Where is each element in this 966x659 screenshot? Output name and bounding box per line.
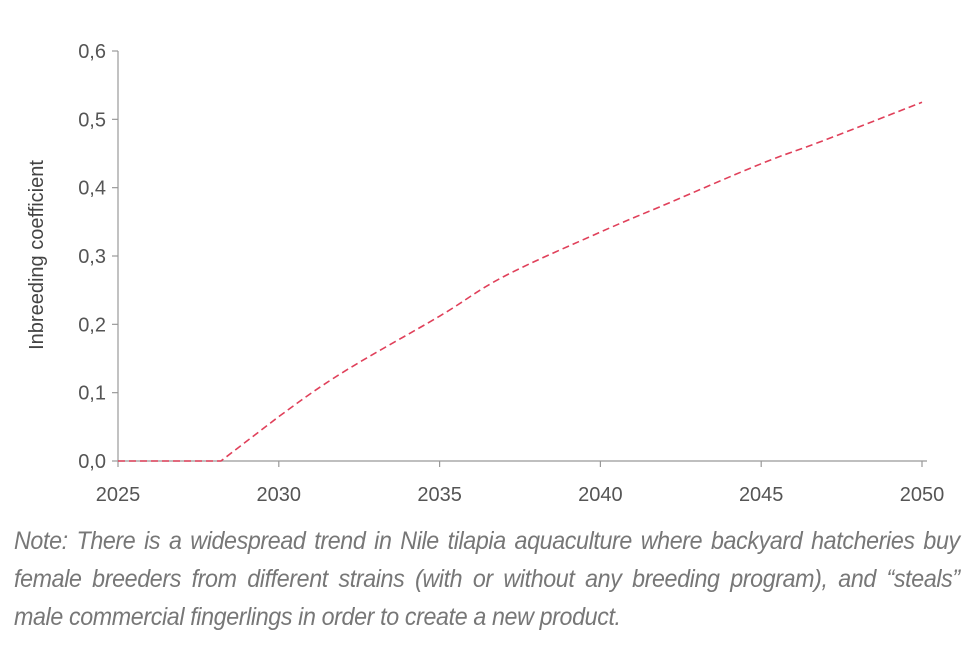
y-tick-label: 0,0 [78, 451, 106, 473]
x-tick-label: 2050 [900, 484, 945, 506]
y-tick-label: 0,3 [78, 246, 106, 268]
y-tick-label: 0,6 [78, 41, 106, 63]
x-tick-label: 2045 [739, 484, 784, 506]
y-tick-label: 0,2 [78, 314, 106, 336]
series-line [118, 101, 923, 462]
x-tick-label: 2025 [96, 484, 141, 506]
y-tick-label: 0,4 [78, 178, 106, 200]
y-axis-title: Inbreeding coefficient [26, 160, 48, 350]
x-tick-label: 2035 [417, 484, 462, 506]
series-group [118, 101, 923, 462]
line-chart: Inbreeding coefficient 0,00,10,20,30,40,… [26, 41, 945, 506]
x-axis: 2025 2030 2035 2040 2045 2050 [96, 461, 945, 506]
chart-note: Note: There is a widespread trend in Nil… [14, 527, 960, 631]
x-tick-label: 2030 [257, 484, 302, 506]
y-tick-label: 0,5 [78, 109, 106, 131]
y-axis: 0,0 0,1 0,2 0,3 0,4 0,5 0,6 [78, 41, 118, 473]
x-tick-label: 2040 [578, 484, 623, 506]
y-tick-label: 0,1 [78, 383, 106, 405]
